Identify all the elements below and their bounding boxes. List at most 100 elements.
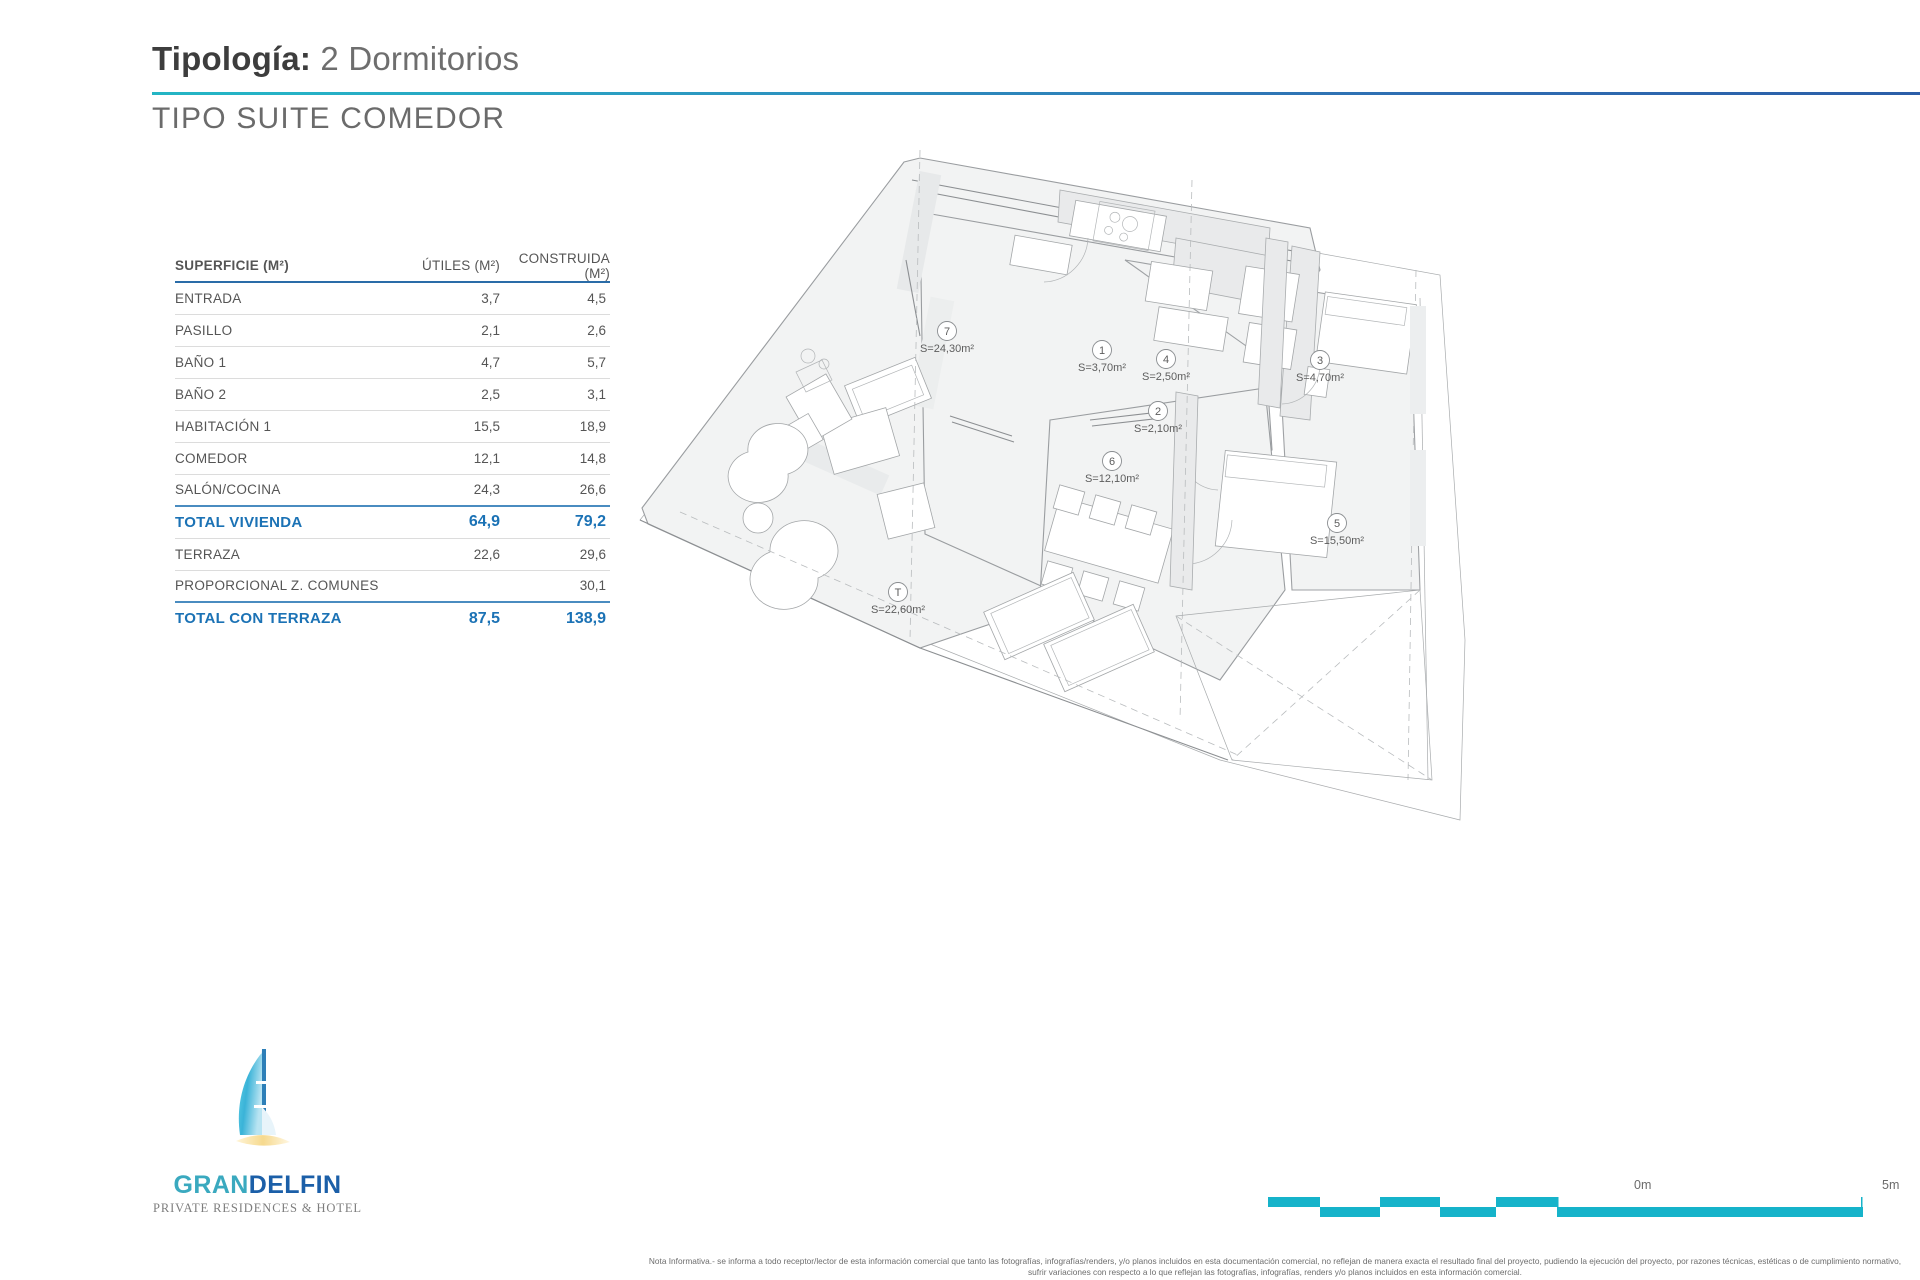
row-utiles: 64,9 xyxy=(385,505,500,538)
table-row-total-terraza: TOTAL CON TERRAZA 87,5 138,9 xyxy=(175,601,610,634)
logo-tagline: PRIVATE RESIDENCES & HOTEL xyxy=(153,1201,362,1215)
surface-area-table-wrapper: SUPERFICIE (M²) ÚTILES (M²) CONSTRUIDA (… xyxy=(175,250,610,634)
row-name: PASILLO xyxy=(175,313,385,346)
row-utiles: 12,1 xyxy=(385,441,500,474)
room-area: S=2,10m² xyxy=(1134,423,1182,435)
row-construida: 18,9 xyxy=(500,409,610,442)
table-row: ENTRADA 3,7 4,5 xyxy=(175,281,610,314)
row-name: TOTAL VIVIENDA xyxy=(175,505,385,538)
table-row-proporcional: PROPORCIONAL Z. COMUNES 30,1 xyxy=(175,569,610,602)
room-label-terrace: T S=22,60m² xyxy=(871,582,925,616)
row-utiles: 87,5 xyxy=(385,601,500,634)
row-construida: 14,8 xyxy=(500,441,610,474)
room-number: 6 xyxy=(1109,456,1115,468)
room-area: S=12,10m² xyxy=(1085,473,1139,485)
row-utiles: 15,5 xyxy=(385,409,500,442)
table-row: BAÑO 1 4,7 5,7 xyxy=(175,345,610,378)
room-area: S=3,70m² xyxy=(1078,362,1126,374)
table-row: SALÓN/COCINA 24,3 26,6 xyxy=(175,473,610,506)
page-subtitle: TIPO SUITE COMEDOR xyxy=(152,102,506,135)
room-marker-circle xyxy=(1156,349,1176,369)
room-label-4: 4 S=2,50m² xyxy=(1142,349,1190,383)
row-construida: 29,6 xyxy=(500,537,610,570)
surface-area-table: SUPERFICIE (M²) ÚTILES (M²) CONSTRUIDA (… xyxy=(175,250,610,634)
row-construida: 4,5 xyxy=(500,281,610,314)
room-number: 5 xyxy=(1334,518,1340,530)
room-number: 4 xyxy=(1163,354,1169,366)
row-utiles: 3,7 xyxy=(385,281,500,314)
table-row-total-vivienda: TOTAL VIVIENDA 64,9 79,2 xyxy=(175,505,610,538)
table-header-row: SUPERFICIE (M²) ÚTILES (M²) CONSTRUIDA (… xyxy=(175,250,610,282)
room-label-5: 5 S=15,50m² xyxy=(1310,513,1364,547)
table-row: HABITACIÓN 1 15,5 18,9 xyxy=(175,409,610,442)
row-construida: 138,9 xyxy=(500,601,610,634)
table-row: COMEDOR 12,1 14,8 xyxy=(175,441,610,474)
floor-plan-drawing: .wall { fill:none; stroke:#8c8f92; strok… xyxy=(620,120,1920,840)
brand-logo: GRANDELFIN PRIVATE RESIDENCES & HOTEL xyxy=(150,1045,365,1216)
row-name: COMEDOR xyxy=(175,441,385,474)
room-number: T xyxy=(895,587,902,599)
room-marker-circle xyxy=(888,582,908,602)
row-name: BAÑO 1 xyxy=(175,345,385,378)
row-utiles xyxy=(385,569,500,602)
row-construida: 79,2 xyxy=(500,505,610,538)
legal-note: Nota Informativa.- se informa a todo rec… xyxy=(648,1256,1902,1277)
room-marker-circle xyxy=(1148,401,1168,421)
room-marker-circle xyxy=(1310,350,1330,370)
room-area: S=22,60m² xyxy=(871,604,925,616)
row-construida: 26,6 xyxy=(500,473,610,506)
scale-bar-graphic xyxy=(1268,1197,1863,1217)
room-area: S=24,30m² xyxy=(920,343,974,355)
room-marker-circle xyxy=(937,321,957,341)
room-area: S=15,50m² xyxy=(1310,535,1364,547)
column-header-utiles: ÚTILES (M²) xyxy=(422,258,500,273)
page-title-label: Tipología: xyxy=(152,40,312,77)
title-divider xyxy=(152,92,1920,95)
room-area: S=2,50m² xyxy=(1142,371,1190,383)
table-row: PASILLO 2,1 2,6 xyxy=(175,313,610,346)
room-marker-circle xyxy=(1102,451,1122,471)
table-row-terraza: TERRAZA 22,6 29,6 xyxy=(175,537,610,570)
scale-bar: 0m 5m xyxy=(1268,1178,1908,1224)
room-marker-circle xyxy=(1327,513,1347,533)
room-area: S=4,70m² xyxy=(1296,372,1344,384)
room-label-1: 1 S=3,70m² xyxy=(1078,340,1126,374)
table-row: BAÑO 2 2,5 3,1 xyxy=(175,377,610,410)
room-label-2: 2 S=2,10m² xyxy=(1134,401,1182,435)
table-title: SUPERFICIE (M²) xyxy=(175,250,385,282)
floor-plan-svg: .wall { fill:none; stroke:#8c8f92; strok… xyxy=(639,149,1466,821)
scale-label-end: 5m xyxy=(1882,1178,1900,1192)
row-utiles: 22,6 xyxy=(385,537,500,570)
table-body: ENTRADA 3,7 4,5 PASILLO 2,1 2,6 BAÑO 1 4… xyxy=(175,281,610,634)
room-label-3: 3 S=4,70m² xyxy=(1296,350,1344,384)
row-construida: 3,1 xyxy=(500,377,610,410)
logo-word-delfin: DELFIN xyxy=(248,1171,342,1199)
page-title: Tipología: 2 Dormitorios xyxy=(152,40,519,78)
row-construida: 30,1 xyxy=(500,569,610,602)
row-name: BAÑO 2 xyxy=(175,377,385,410)
column-header-construida: CONSTRUIDA (M²) xyxy=(518,250,610,281)
row-name: SALÓN/COCINA xyxy=(175,473,385,506)
row-name: ENTRADA xyxy=(175,281,385,314)
row-utiles: 2,5 xyxy=(385,377,500,410)
row-utiles: 2,1 xyxy=(385,313,500,346)
row-construida: 5,7 xyxy=(500,345,610,378)
row-name: HABITACIÓN 1 xyxy=(175,409,385,442)
sail-tower-icon xyxy=(208,1045,308,1165)
room-number: 7 xyxy=(944,326,950,338)
room-label-6: 6 S=12,10m² xyxy=(1085,451,1139,485)
logo-word-gran: GRAN xyxy=(173,1171,249,1199)
table-title-text: SUPERFICIE (M²) xyxy=(175,258,289,273)
scale-label-start: 0m xyxy=(1634,1178,1652,1192)
room-number: 2 xyxy=(1155,406,1161,418)
row-utiles: 4,7 xyxy=(385,345,500,378)
room-label-7: 7 S=24,30m² xyxy=(920,321,974,355)
row-utiles: 24,3 xyxy=(385,473,500,506)
row-name: TOTAL CON TERRAZA xyxy=(175,601,385,634)
row-construida: 2,6 xyxy=(500,313,610,346)
logo-wordmark: GRANDELFIN xyxy=(150,1171,365,1200)
page-title-value: 2 Dormitorios xyxy=(320,40,520,77)
row-name: TERRAZA xyxy=(175,537,385,570)
room-number: 1 xyxy=(1099,345,1105,357)
